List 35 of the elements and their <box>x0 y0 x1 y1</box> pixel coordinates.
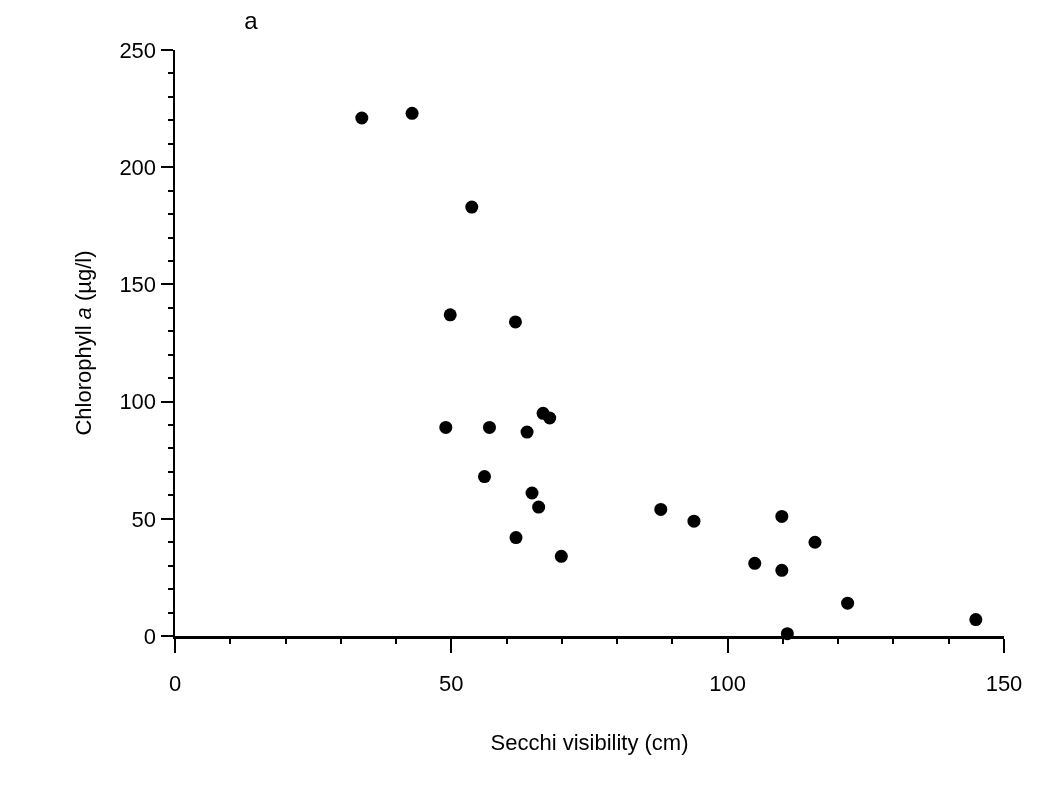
point <box>532 500 546 514</box>
point <box>520 425 534 439</box>
y-tick-label: 200 <box>119 154 157 180</box>
x-tick-label: 100 <box>709 670 747 696</box>
x-tick-label: 150 <box>985 670 1023 696</box>
point <box>554 549 568 563</box>
point <box>443 308 457 322</box>
point <box>748 556 762 570</box>
y-tick-label: 100 <box>119 389 157 415</box>
point <box>482 420 496 434</box>
point <box>508 315 522 329</box>
point <box>509 531 523 545</box>
point <box>808 535 822 549</box>
point <box>543 411 557 425</box>
point <box>525 486 539 500</box>
point <box>841 596 855 610</box>
point <box>654 502 668 516</box>
point <box>355 111 369 125</box>
point <box>775 563 789 577</box>
y-tick-label: 250 <box>119 37 157 63</box>
point <box>478 470 491 484</box>
point <box>465 200 479 214</box>
point <box>439 420 453 434</box>
x-axis-title: Secchi visibility (cm) <box>490 730 689 756</box>
y-tick-label: 0 <box>143 623 157 649</box>
y-axis-title: Chlorophyll a (µg/l) <box>70 250 96 436</box>
x-tick-label: 50 <box>439 670 464 696</box>
y-tick-label: 50 <box>131 506 157 532</box>
point <box>405 106 419 120</box>
x-tick-label: 0 <box>168 670 182 696</box>
point <box>687 514 701 528</box>
point <box>775 509 789 523</box>
y-tick-label: 150 <box>119 272 157 298</box>
point <box>969 613 983 627</box>
chart-title: a <box>244 6 259 34</box>
